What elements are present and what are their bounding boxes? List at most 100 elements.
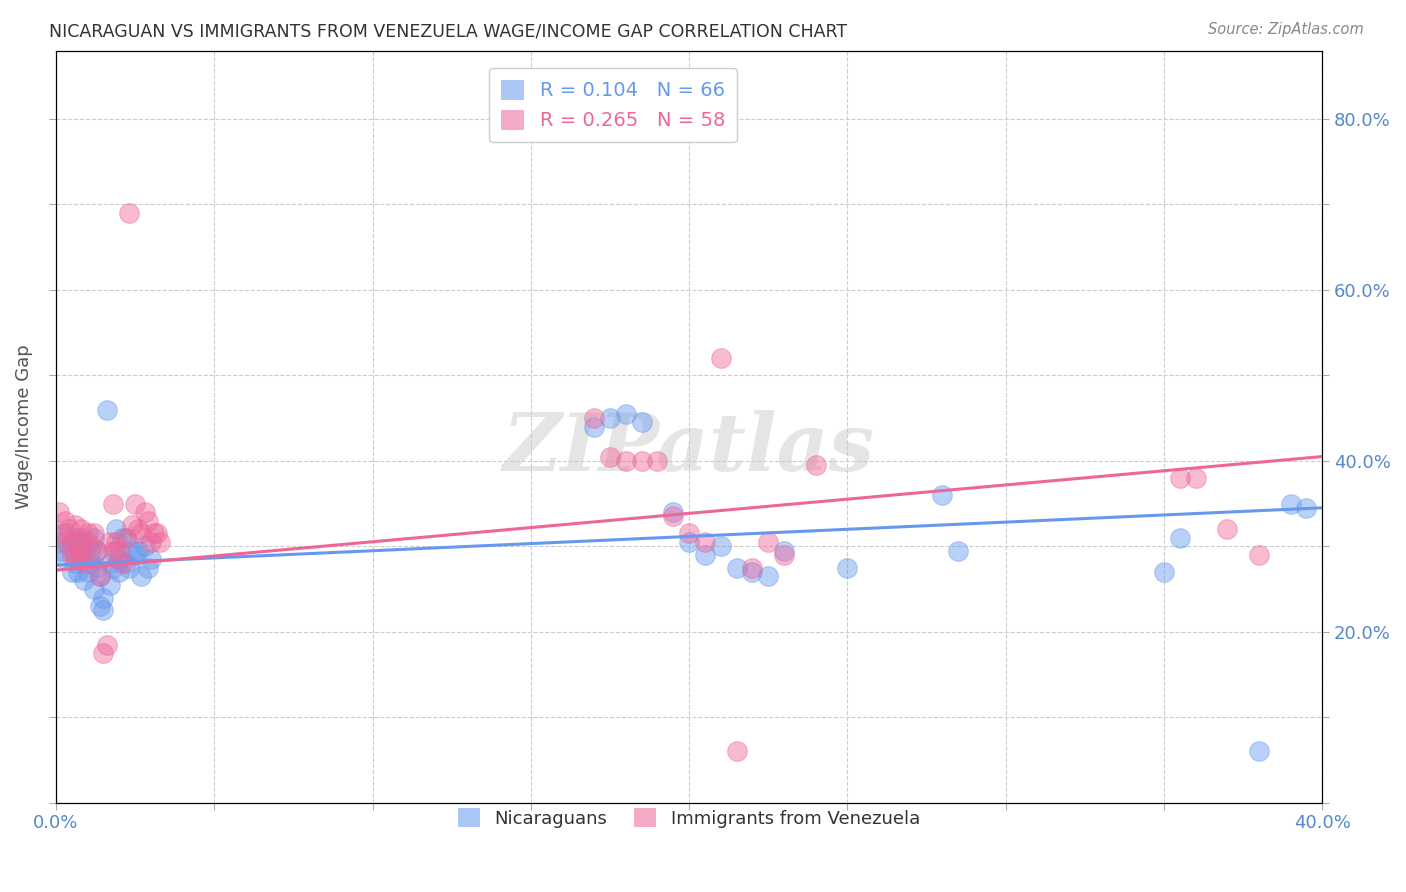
Point <box>86 560 108 574</box>
Point <box>55 526 77 541</box>
Point <box>60 565 83 579</box>
Point <box>105 535 128 549</box>
Point <box>101 560 124 574</box>
Point <box>583 411 606 425</box>
Point <box>60 535 83 549</box>
Point <box>70 543 93 558</box>
Point <box>80 543 103 558</box>
Point <box>48 505 70 519</box>
Point <box>837 560 859 574</box>
Point <box>73 557 96 571</box>
Point <box>127 543 149 558</box>
Point <box>48 535 70 549</box>
Point <box>93 646 115 660</box>
Point <box>63 557 86 571</box>
Point <box>98 535 121 549</box>
Point <box>773 548 796 562</box>
Point <box>662 505 685 519</box>
Point <box>83 531 105 545</box>
Point <box>614 407 637 421</box>
Point <box>89 569 111 583</box>
Point <box>741 560 763 574</box>
Point <box>1295 500 1317 515</box>
Point <box>1184 471 1206 485</box>
Point <box>67 552 90 566</box>
Point <box>678 526 700 541</box>
Point <box>89 569 111 583</box>
Point <box>70 552 93 566</box>
Point <box>114 531 136 545</box>
Point <box>662 509 685 524</box>
Point <box>63 517 86 532</box>
Point <box>647 454 669 468</box>
Point <box>55 535 77 549</box>
Point <box>111 531 134 545</box>
Point <box>583 419 606 434</box>
Point <box>108 543 131 558</box>
Point <box>114 531 136 545</box>
Point <box>86 543 108 558</box>
Point <box>108 552 131 566</box>
Point <box>55 514 77 528</box>
Point <box>58 539 80 553</box>
Point <box>98 557 121 571</box>
Point <box>108 565 131 579</box>
Point <box>83 582 105 596</box>
Point <box>725 560 748 574</box>
Point <box>599 450 621 464</box>
Point <box>63 548 86 562</box>
Point <box>89 599 111 613</box>
Point <box>599 411 621 425</box>
Point <box>1168 531 1191 545</box>
Text: NICARAGUAN VS IMMIGRANTS FROM VENEZUELA WAGE/INCOME GAP CORRELATION CHART: NICARAGUAN VS IMMIGRANTS FROM VENEZUELA … <box>49 22 848 40</box>
Point <box>93 591 115 605</box>
Point <box>70 522 93 536</box>
Point <box>83 526 105 541</box>
Point <box>114 557 136 571</box>
Point <box>1247 548 1270 562</box>
Point <box>101 543 124 558</box>
Point <box>98 578 121 592</box>
Point <box>146 526 169 541</box>
Point <box>51 543 73 558</box>
Point <box>136 514 159 528</box>
Point <box>1216 522 1239 536</box>
Point <box>67 539 90 553</box>
Point <box>1247 744 1270 758</box>
Point <box>105 522 128 536</box>
Point <box>139 535 162 549</box>
Point <box>76 565 98 579</box>
Point <box>725 744 748 758</box>
Point <box>101 497 124 511</box>
Point <box>630 416 652 430</box>
Point <box>630 454 652 468</box>
Point <box>931 488 953 502</box>
Point <box>93 603 115 617</box>
Point <box>1279 497 1302 511</box>
Point <box>756 569 779 583</box>
Point <box>76 526 98 541</box>
Point <box>614 454 637 468</box>
Point <box>111 557 134 571</box>
Point <box>756 535 779 549</box>
Point <box>73 543 96 558</box>
Point <box>1153 565 1175 579</box>
Point <box>1168 471 1191 485</box>
Point <box>136 560 159 574</box>
Point <box>127 522 149 536</box>
Point <box>121 517 143 532</box>
Point <box>134 505 156 519</box>
Point <box>143 526 166 541</box>
Point <box>67 535 90 549</box>
Point <box>67 565 90 579</box>
Point <box>118 560 141 574</box>
Point <box>124 548 146 562</box>
Point <box>124 497 146 511</box>
Point <box>96 402 118 417</box>
Point <box>131 526 153 541</box>
Point <box>693 535 716 549</box>
Point <box>58 522 80 536</box>
Point <box>73 535 96 549</box>
Point <box>80 539 103 553</box>
Point <box>139 552 162 566</box>
